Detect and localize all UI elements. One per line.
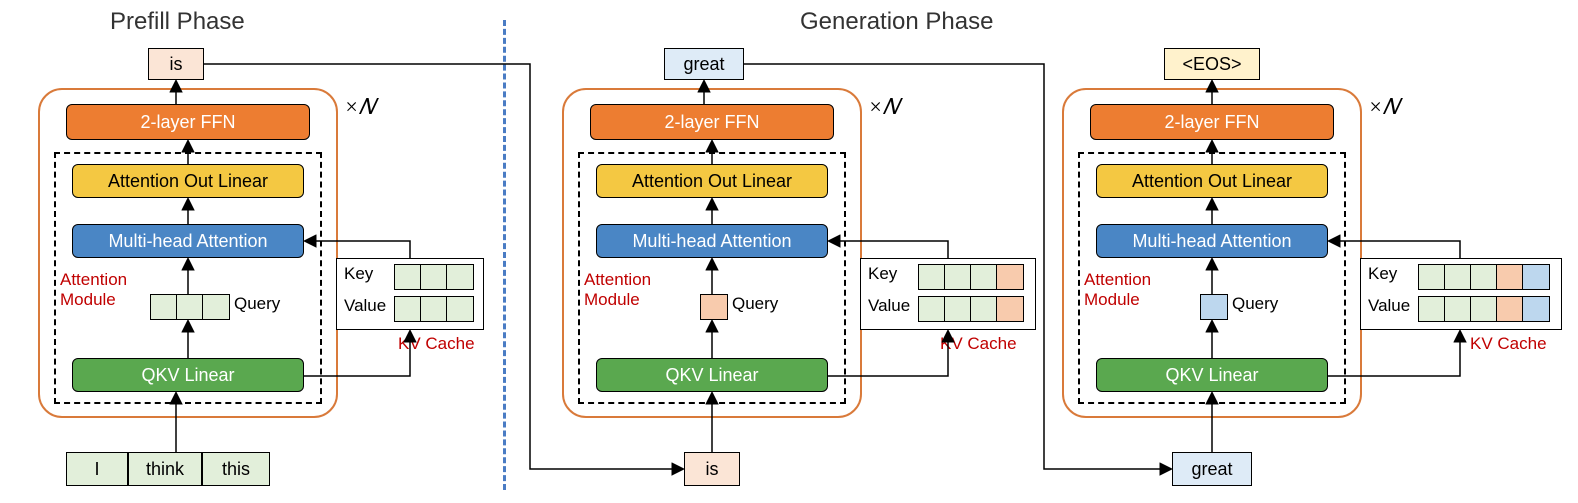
kv-cell: [1471, 297, 1497, 321]
kv-cell: [945, 297, 971, 321]
mha-layer-prefill: Multi-head Attention: [72, 224, 304, 258]
kv-cell: [447, 265, 473, 289]
qkv-layer-gen2: QKV Linear: [1096, 358, 1328, 392]
generation-title: Generation Phase: [800, 8, 993, 36]
attn-module-label-gen2: AttentionModule: [1084, 270, 1151, 309]
kv-cell: [919, 265, 945, 289]
input-token-prefill-1: think: [128, 452, 202, 486]
query-cells-gen2: [1200, 294, 1228, 320]
qkv-layer-prefill: QKV Linear: [72, 358, 304, 392]
kv-cell: [1419, 265, 1445, 289]
kv-cell: [1445, 297, 1471, 321]
input-token-gen2: great: [1172, 452, 1252, 486]
attn-out-layer-gen1: Attention Out Linear: [596, 164, 828, 198]
key-cells-gen2: [1418, 264, 1550, 290]
key-label-gen1: Key: [868, 264, 897, 284]
times-n-prefill: ×𝑁: [344, 94, 375, 120]
output-token-prefill: is: [148, 48, 204, 80]
query-cell: [203, 295, 229, 319]
output-token-gen1: great: [664, 48, 744, 80]
kv-cell: [997, 265, 1023, 289]
value-label-gen2: Value: [1368, 296, 1410, 316]
prefill-title: Prefill Phase: [110, 8, 245, 36]
attn-out-layer-prefill: Attention Out Linear: [72, 164, 304, 198]
mha-layer-gen1: Multi-head Attention: [596, 224, 828, 258]
value-cells-prefill: [394, 296, 474, 322]
attn-module-label-prefill: AttentionModule: [60, 270, 127, 309]
value-cells-gen1: [918, 296, 1024, 322]
attn-out-layer-gen2: Attention Out Linear: [1096, 164, 1328, 198]
mha-layer-gen2: Multi-head Attention: [1096, 224, 1328, 258]
query-cell: [151, 295, 177, 319]
kv-cell: [1419, 297, 1445, 321]
kvcache-label-gen2: KV Cache: [1470, 334, 1547, 354]
kv-cell: [1497, 265, 1523, 289]
kv-cell: [945, 265, 971, 289]
kv-cell: [395, 265, 421, 289]
kv-cell: [447, 297, 473, 321]
kv-cell: [971, 265, 997, 289]
key-cells-gen1: [918, 264, 1024, 290]
input-token-prefill-2: this: [202, 452, 270, 486]
value-label-gen1: Value: [868, 296, 910, 316]
kv-cell: [1445, 265, 1471, 289]
kv-cell: [395, 297, 421, 321]
kv-cell: [421, 265, 447, 289]
kv-cell: [997, 297, 1023, 321]
kv-cell: [1471, 265, 1497, 289]
ffn-layer-gen1: 2-layer FFN: [590, 104, 834, 140]
ffn-layer-prefill: 2-layer FFN: [66, 104, 310, 140]
qkv-layer-gen1: QKV Linear: [596, 358, 828, 392]
kv-cell: [1523, 265, 1549, 289]
ffn-layer-gen2: 2-layer FFN: [1090, 104, 1334, 140]
query-cell: [701, 295, 727, 319]
output-token-gen2: <EOS>: [1164, 48, 1260, 80]
kvcache-label-prefill: KV Cache: [398, 334, 475, 354]
times-n-gen2: ×𝑁: [1368, 94, 1399, 120]
query-cell: [1201, 295, 1227, 319]
kvcache-label-gen1: KV Cache: [940, 334, 1017, 354]
query-cells-prefill: [150, 294, 230, 320]
key-label-gen2: Key: [1368, 264, 1397, 284]
value-cells-gen2: [1418, 296, 1550, 322]
kv-cell: [971, 297, 997, 321]
query-label-gen2: Query: [1232, 294, 1278, 314]
times-n-gen1: ×𝑁: [868, 94, 899, 120]
query-label-gen1: Query: [732, 294, 778, 314]
key-label-prefill: Key: [344, 264, 373, 284]
kv-cell: [421, 297, 447, 321]
query-cell: [177, 295, 203, 319]
phase-divider: [503, 20, 506, 490]
query-label-prefill: Query: [234, 294, 280, 314]
input-token-prefill-0: I: [66, 452, 128, 486]
key-cells-prefill: [394, 264, 474, 290]
kv-cell: [1497, 297, 1523, 321]
value-label-prefill: Value: [344, 296, 386, 316]
kv-cell: [919, 297, 945, 321]
kv-cell: [1523, 297, 1549, 321]
input-token-gen1: is: [684, 452, 740, 486]
attn-module-label-gen1: AttentionModule: [584, 270, 651, 309]
query-cells-gen1: [700, 294, 728, 320]
